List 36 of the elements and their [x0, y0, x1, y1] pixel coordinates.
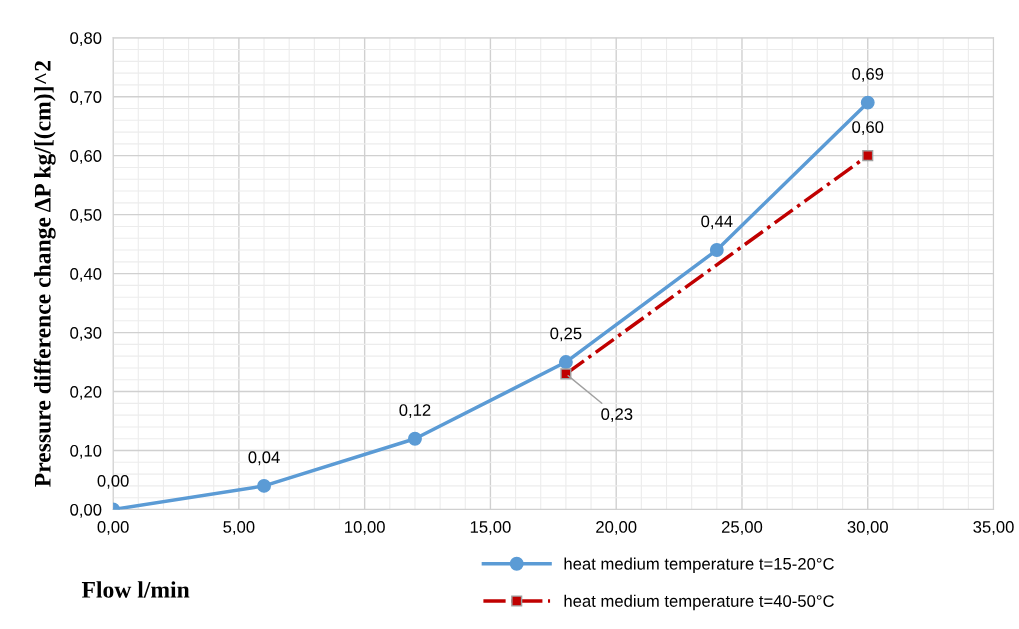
point	[257, 478, 271, 493]
data-label: 0,04	[248, 451, 280, 466]
x-tick-label: 15,00	[470, 521, 511, 535]
y-tick-label: 0,40	[70, 268, 102, 282]
y-axis-title: Pressure difference change ΔP kg/[(cm)]^2	[33, 61, 56, 487]
data-label: 0,12	[399, 404, 431, 418]
x-tick-label: 0,00	[97, 521, 129, 535]
x-tick-label: 5,00	[223, 521, 255, 535]
data-label: 0,00	[97, 474, 129, 489]
x-tick-label: 10,00	[345, 521, 385, 535]
data-label: 0,44	[701, 215, 733, 230]
y-tick-label: 0,70	[70, 91, 102, 105]
y-tick-label: 0,50	[70, 209, 102, 223]
legend-label: heat medium temperature t=40-50°C	[564, 594, 834, 611]
point	[558, 355, 573, 370]
y-tick-label: 0,60	[70, 150, 102, 164]
y-tick-label: 0,30	[70, 326, 102, 341]
data-label: 0,69	[852, 68, 884, 82]
x-tick-label: 25,00	[721, 521, 763, 535]
data-label: 0,60	[852, 121, 884, 135]
x-axis-title: Flow l/min	[81, 581, 190, 598]
data-label: 0,23	[601, 408, 633, 422]
x-tick-label: 20,00	[596, 521, 637, 535]
y-tick-label: 0,80	[70, 32, 102, 46]
x-tick-label: 35,00	[973, 521, 1014, 535]
point	[860, 95, 875, 110]
y-tick-label: 0,10	[70, 444, 102, 459]
point	[709, 243, 724, 257]
data-label: 0,25	[550, 327, 582, 342]
y-tick-label: 0,00	[70, 503, 102, 518]
legend-label: heat medium temperature t=15-20°C	[564, 557, 834, 574]
point	[408, 431, 422, 446]
point	[862, 150, 874, 162]
x-tick-label: 30,00	[847, 521, 888, 535]
point	[560, 368, 572, 380]
y-tick-label: 0,20	[70, 385, 102, 400]
